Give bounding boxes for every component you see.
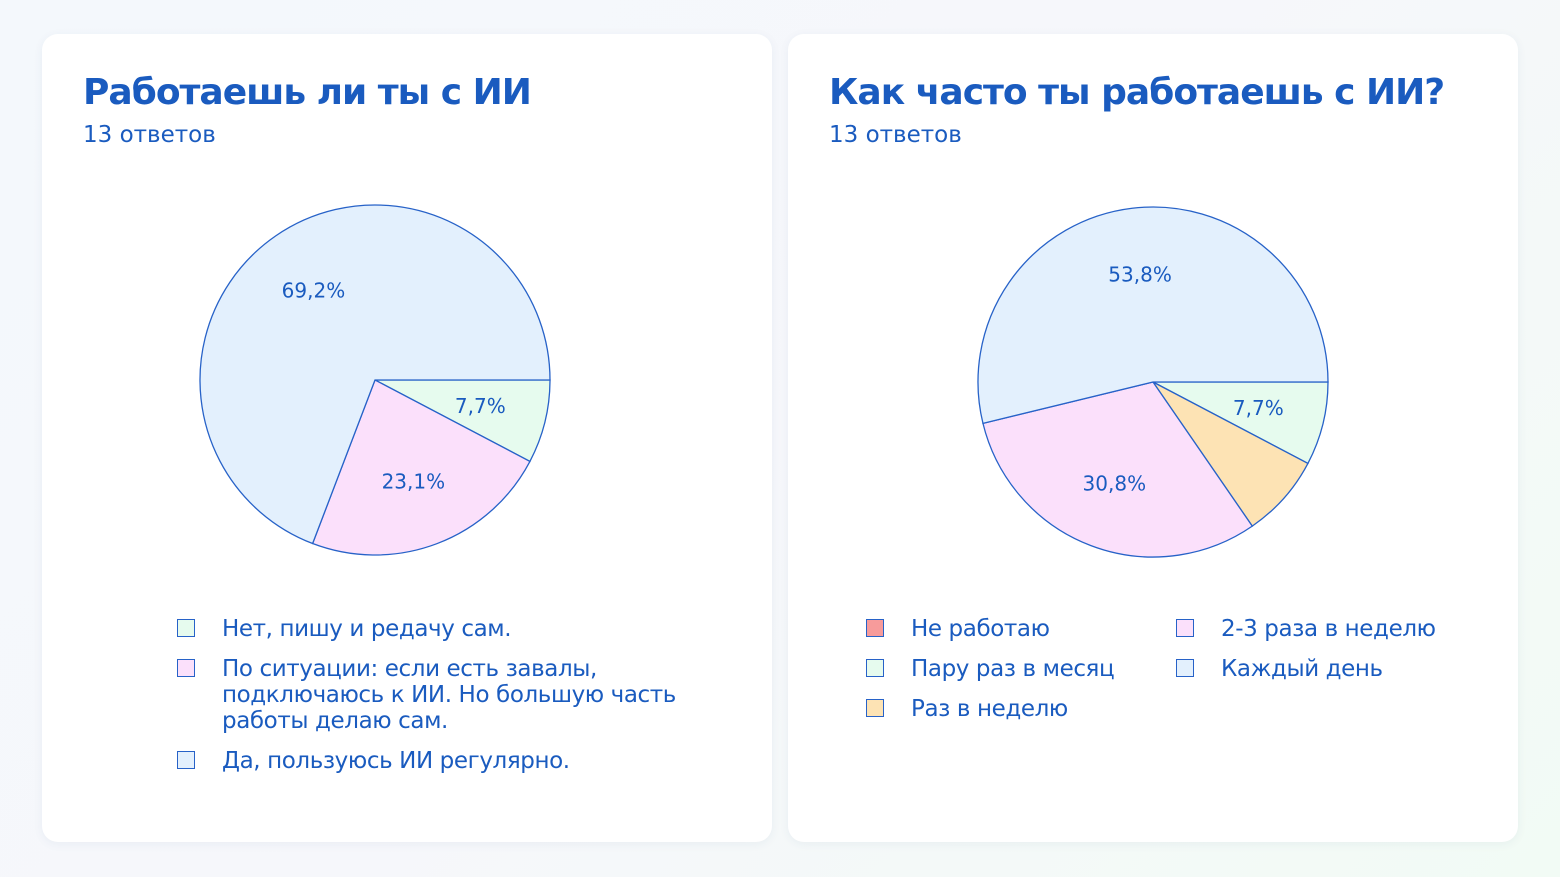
pie-slice <box>199 204 551 545</box>
response-count: 13 ответов <box>83 122 216 148</box>
chart-card-frequency: Как часто ты работаешь с ИИ? 13 ответов … <box>788 34 1518 842</box>
legend-swatch <box>177 751 195 769</box>
data-label: 7,7% <box>1233 396 1284 420</box>
chart-title: Как часто ты работаешь с ИИ? <box>829 72 1445 113</box>
legend-label: Раз в неделю <box>911 696 1068 722</box>
legend-swatch <box>866 699 884 717</box>
legend: Не работаю Пару раз в месяц Раз в неделю 2… <box>866 616 1506 722</box>
legend-label: Не работаю <box>911 616 1050 642</box>
legend-label: Да, пользуюсь ИИ регулярно. <box>222 748 570 774</box>
legend-label: Каждый день <box>1221 656 1383 682</box>
data-label: 53,8% <box>1108 262 1172 286</box>
data-label: 7,7% <box>455 394 506 418</box>
pie-chart: 7,7% 30,8% 53,8% <box>977 206 1329 558</box>
chart-title: Работаешь ли ты с ИИ <box>83 72 532 113</box>
legend-item[interactable]: Да, пользуюсь ИИ регулярно. <box>177 748 717 774</box>
pie-chart: 7,7% 23,1% 69,2% <box>199 204 551 556</box>
data-label: 30,8% <box>1083 471 1147 495</box>
legend-label: 2-3 раза в неделю <box>1221 616 1436 642</box>
legend-item[interactable]: Нет, пишу и редачу сам. <box>177 616 717 642</box>
legend-swatch <box>177 619 195 637</box>
legend-swatch <box>1176 659 1194 677</box>
legend-item[interactable]: 2-3 раза в неделю <box>1176 616 1496 642</box>
legend-label: Нет, пишу и редачу сам. <box>222 616 512 642</box>
legend-item[interactable]: Раз в неделю <box>866 696 1156 722</box>
legend-item[interactable]: Не работаю <box>866 616 1156 642</box>
data-label: 69,2% <box>282 279 346 303</box>
legend-swatch <box>866 619 884 637</box>
legend-column: Не работаю Пару раз в месяц Раз в неделю <box>866 616 1156 722</box>
response-count: 13 ответов <box>829 122 962 148</box>
pie-slice <box>982 381 1254 558</box>
legend-column: 2-3 раза в неделю Каждый день <box>1176 616 1496 722</box>
legend-column: Нет, пишу и редачу сам. По ситуации: если… <box>177 616 717 774</box>
legend-swatch <box>1176 619 1194 637</box>
legend-item[interactable]: Каждый день <box>1176 656 1496 682</box>
legend-swatch <box>177 659 195 677</box>
legend-swatch <box>866 659 884 677</box>
legend: Нет, пишу и редачу сам. По ситуации: если… <box>177 616 717 774</box>
pie-slice <box>311 379 531 556</box>
data-label: 23,1% <box>382 469 446 493</box>
legend-label: Пару раз в месяц <box>911 656 1115 682</box>
legend-item[interactable]: По ситуации: если есть завалы, подключаю… <box>177 656 717 734</box>
pie-slice <box>977 206 1329 425</box>
legend-label: По ситуации: если есть завалы, подключаю… <box>222 656 676 734</box>
legend-item[interactable]: Пару раз в месяц <box>866 656 1156 682</box>
chart-card-uses-ai: Работаешь ли ты с ИИ 13 ответов 7,7% 23,1… <box>42 34 772 842</box>
